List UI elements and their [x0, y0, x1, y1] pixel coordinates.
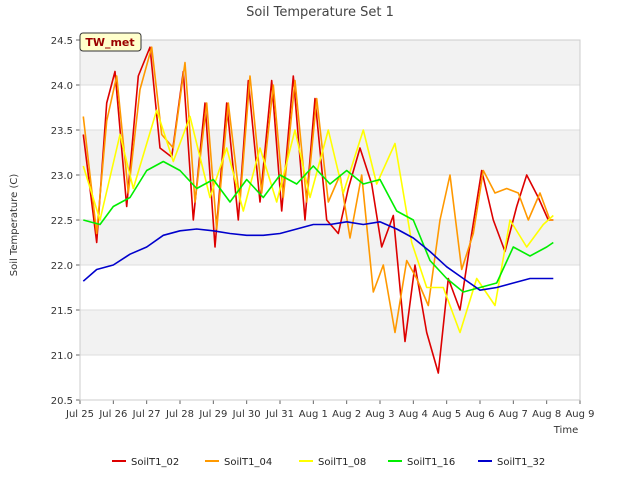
plot-band — [80, 85, 580, 130]
plot-band — [80, 310, 580, 355]
x-axis-label: Time — [553, 425, 578, 436]
x-tick-label: Jul 25 — [65, 409, 94, 420]
x-tick-label: Jul 29 — [198, 409, 227, 420]
x-tick-label: Aug 2 — [332, 409, 361, 420]
x-tick-label: Aug 3 — [365, 409, 394, 420]
x-tick-label: Aug 9 — [565, 409, 594, 420]
y-tick-label: 22.0 — [51, 261, 73, 272]
y-axis-label: Soil Temperature (C) — [9, 174, 20, 277]
legend-label: SoilT1_16 — [407, 457, 455, 468]
plot-frame — [79, 39, 581, 401]
y-tick-label: 21.5 — [51, 306, 73, 317]
y-tick-label: 20.5 — [51, 396, 73, 407]
y-tick-label: 23.0 — [51, 171, 73, 182]
legend-label: SoilT1_02 — [131, 457, 179, 468]
x-tick-label: Aug 6 — [465, 409, 494, 420]
legend-label: SoilT1_32 — [497, 457, 545, 468]
legend-label: SoilT1_04 — [224, 457, 272, 468]
site-label-box: TW_met — [79, 32, 142, 52]
legend-label: SoilT1_08 — [318, 457, 366, 468]
x-tick-label: Aug 1 — [299, 409, 328, 420]
y-tick-label: 24.5 — [51, 36, 73, 47]
legend: SoilT1_02 SoilT1_04 SoilT1_08 SoilT1_16 Soil… — [112, 457, 545, 468]
x-tick-label: Jul 28 — [165, 409, 194, 420]
y-tick-label: 22.5 — [51, 216, 73, 227]
x-tick-label: Jul 30 — [232, 409, 261, 420]
y-tick-label: 24.0 — [51, 81, 73, 92]
plot-band — [80, 40, 580, 85]
x-tick-label: Aug 5 — [432, 409, 461, 420]
axes: 20.5 21.0 21.5 22.0 22.5 23.0 23.5 24.0 24.5 Jul … — [51, 36, 595, 420]
y-tick-label: 23.5 — [51, 126, 73, 137]
chart-title: Soil Temperature Set 1 — [246, 5, 394, 20]
x-tick-label: Jul 26 — [98, 409, 127, 420]
series-line-soilt1_32 — [82, 221, 554, 292]
x-tick-label: Jul 27 — [132, 409, 161, 420]
series-line-soilt1_16 — [83, 160, 554, 293]
x-tick-label: Aug 7 — [499, 409, 528, 420]
x-tick-label: Jul 31 — [265, 409, 294, 420]
y-tick-label: 21.0 — [51, 351, 73, 362]
plot-band — [80, 220, 580, 265]
x-tick-label: Aug 4 — [399, 409, 428, 420]
series-layer — [82, 46, 554, 374]
site-label-text: TW_met — [85, 36, 134, 49]
plot-band — [80, 355, 580, 400]
site-label-frame — [79, 32, 142, 52]
x-tick-label: Aug 8 — [532, 409, 561, 420]
plot-band — [80, 265, 580, 310]
